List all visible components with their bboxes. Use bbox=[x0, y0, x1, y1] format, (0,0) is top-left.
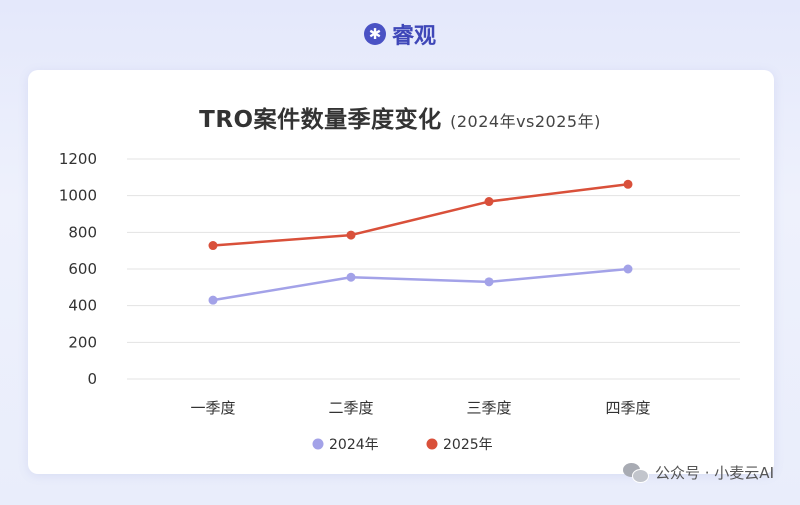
data-point bbox=[346, 230, 356, 240]
watermark: 公众号 · 小麦云AI bbox=[623, 462, 774, 483]
y-tick-label: 200 bbox=[68, 333, 97, 351]
wechat-icon bbox=[623, 462, 649, 483]
legend-marker bbox=[426, 438, 438, 450]
y-tick-label: 1000 bbox=[59, 187, 97, 205]
series-line-0 bbox=[212, 267, 629, 302]
chart-card bbox=[28, 70, 774, 474]
data-point bbox=[484, 197, 494, 207]
data-point bbox=[623, 179, 633, 189]
x-tick-label: 一季度 bbox=[190, 399, 235, 417]
brand-header: ✱ 睿观 bbox=[0, 18, 800, 50]
asterisk-icon: ✱ bbox=[363, 23, 386, 45]
chart-title-main: TRO案件数量季度变化 bbox=[199, 107, 442, 133]
legend-label: 2025年 bbox=[443, 437, 493, 453]
data-point bbox=[484, 277, 494, 287]
y-tick-label: 600 bbox=[68, 260, 97, 278]
chart-subtitle: (2024年vs2025年) bbox=[450, 112, 601, 131]
data-point bbox=[208, 241, 218, 251]
data-point bbox=[208, 295, 218, 305]
series-line-1 bbox=[212, 183, 629, 247]
legend-marker bbox=[312, 438, 324, 450]
brand-name: 睿观 bbox=[391, 24, 436, 49]
y-tick-label: 400 bbox=[68, 297, 97, 315]
x-tick-label: 四季度 bbox=[605, 399, 650, 417]
y-tick-label: 0 bbox=[87, 370, 97, 388]
x-tick-label: 二季度 bbox=[328, 399, 373, 417]
y-tick-label: 1200 bbox=[59, 150, 97, 168]
legend-label: 2024年 bbox=[329, 437, 379, 453]
chart-title: TRO案件数量季度变化 (2024年vs2025年) bbox=[0, 100, 800, 134]
x-tick-label: 三季度 bbox=[466, 399, 511, 417]
data-point bbox=[346, 272, 356, 282]
watermark-text: 公众号 · 小麦云AI bbox=[655, 464, 774, 482]
data-point bbox=[623, 264, 633, 274]
y-tick-label: 800 bbox=[68, 223, 97, 241]
